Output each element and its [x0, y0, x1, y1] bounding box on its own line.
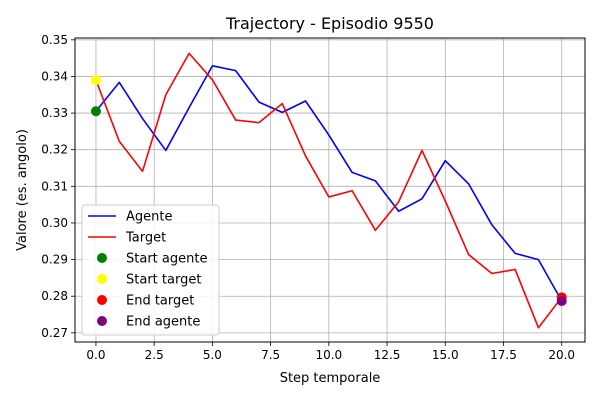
marker-start-target [90, 75, 101, 86]
x-tick-label: 20.0 [548, 348, 575, 362]
series-lines [95, 52, 563, 329]
x-tick-label: 17.5 [490, 348, 517, 362]
legend-box [81, 204, 220, 336]
marker-end-agente [556, 295, 567, 306]
x-axis-label: Step temporale [280, 371, 381, 386]
plot-frame [74, 37, 586, 343]
legend-label-start-agente: Start agente [126, 252, 207, 267]
x-tick-label: 15.0 [432, 348, 459, 362]
marker-start-agente [90, 106, 101, 117]
legend-swatch-end-target [97, 295, 107, 305]
y-tick-label: 0.28 [41, 289, 68, 303]
y-tick-label: 0.30 [41, 216, 68, 230]
y-tick-label: 0.33 [41, 106, 68, 120]
x-axis-ticks: 0.0 2.5 5.0 7.5 10.0 12.5 15.0 17.5 20.0 [86, 342, 575, 362]
legend-label-target: Target [125, 231, 166, 246]
legend-swatch-start-target [97, 274, 107, 284]
x-tick-label: 0.0 [86, 348, 105, 362]
y-tick-label: 0.29 [41, 253, 68, 267]
y-axis-label: Valore (es. angolo) [15, 129, 30, 251]
legend-label-agente: Agente [126, 210, 172, 225]
legend-label-start-target: Start target [126, 273, 201, 288]
y-axis-ticks: 0.27 0.28 0.29 0.30 0.31 0.32 0.33 0.34 0.35 [41, 33, 75, 340]
legend: Agente Target Start agente Start target End … [81, 204, 220, 336]
y-tick-label: 0.27 [41, 326, 68, 340]
y-tick-label: 0.32 [41, 143, 68, 157]
x-tick-label: 12.5 [374, 348, 401, 362]
y-tick-label: 0.31 [41, 179, 68, 193]
series-line-target [95, 52, 563, 329]
series-line-agente [95, 65, 563, 302]
x-tick-label: 2.5 [145, 348, 164, 362]
legend-label-end-target: End target [126, 294, 194, 309]
legend-swatch-start-agente [97, 253, 107, 263]
legend-label-end-agente: End agente [126, 315, 200, 330]
x-tick-label: 7.5 [261, 348, 280, 362]
x-tick-label: 10.0 [315, 348, 342, 362]
x-tick-label: 5.0 [203, 348, 222, 362]
y-tick-label: 0.35 [41, 33, 68, 47]
chart-title: Trajectory - Episodio 9550 [225, 14, 434, 33]
endpoint-markers [90, 75, 567, 306]
legend-swatch-end-agente [97, 316, 107, 326]
y-tick-label: 0.34 [41, 69, 68, 83]
